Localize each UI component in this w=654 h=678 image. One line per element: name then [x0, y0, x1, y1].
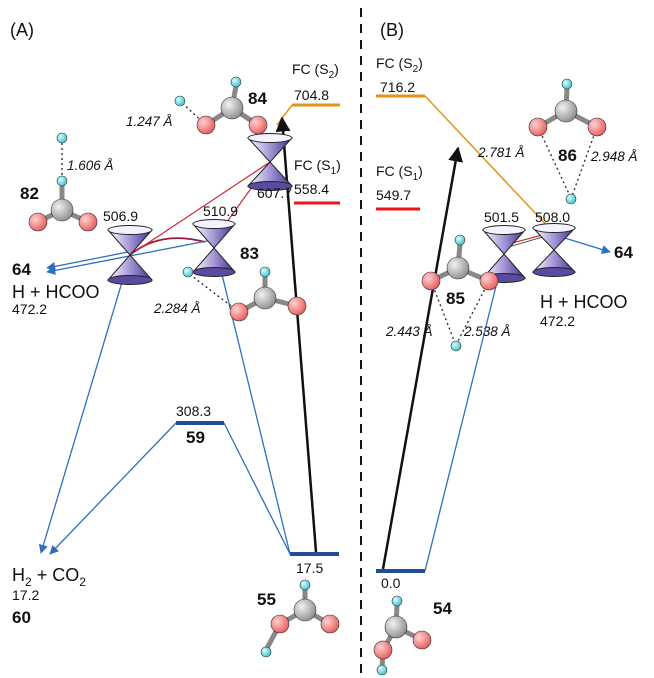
fc-s1-label-b: FC (S1) [376, 163, 423, 183]
ci-83-distance: 2.284 Å [153, 301, 201, 316]
path-ci84-to-82-red [129, 161, 271, 256]
panel-b-tag: (B) [380, 20, 404, 40]
prod-64-id-a: 64 [12, 260, 31, 279]
path-59-to-55 [223, 422, 291, 555]
excitation-arrow-a [275, 116, 318, 553]
molecule-54 [373, 595, 432, 676]
ci-86-id: 86 [558, 146, 577, 165]
ci-85-distance-a: 2.443 Å [385, 324, 433, 339]
path-fc-s2-to-86-orange [424, 95, 554, 233]
ci-cone-84 [246, 133, 294, 191]
molecule-84 [174, 76, 268, 135]
path-82-to-60 [38, 261, 129, 554]
fc-s1-label-a: FC (S1) [294, 157, 341, 177]
ci-84-energy: 607.7 [257, 185, 292, 201]
prod-64-id-b: 64 [614, 243, 633, 262]
min-54-energy: 0.0 [381, 575, 401, 591]
prod-60-id: 60 [12, 608, 31, 627]
prod-64-energy-b: 472.2 [540, 313, 575, 329]
prod-60-energy: 17.2 [12, 587, 39, 603]
molecule-85 [421, 234, 499, 352]
ci-85-distance-b: 2.538 Å [463, 324, 511, 339]
ci-cone-82 [106, 225, 154, 285]
ci-86-distance-a: 2.781 Å [477, 145, 525, 160]
path-fc-s2-to-84-orange [276, 104, 293, 126]
ci-85-energy: 501.5 [484, 209, 519, 225]
path-59-to-60 [49, 422, 177, 555]
ci-83-energy: 510.9 [203, 203, 238, 219]
min-59-energy: 308.3 [176, 403, 211, 419]
prod-64-energy-a: 472.2 [12, 301, 47, 317]
ci-83-id: 83 [240, 244, 259, 263]
panel-a-tag: (A) [10, 20, 34, 40]
ci-86-energy: 508.0 [535, 209, 570, 225]
ci-86-distance-b: 2.948 Å [590, 149, 638, 164]
min-54-id: 54 [433, 599, 452, 618]
min-55-id: 55 [257, 590, 276, 609]
ci-cone-83 [191, 219, 237, 277]
fc-s1-energy-b: 549.7 [376, 187, 411, 203]
fc-s1-energy-a: 558.4 [294, 181, 329, 197]
prod-64-name-a: H + HCOO [12, 282, 100, 302]
prod-64-name-b: H + HCOO [540, 292, 628, 312]
path-54-to-85 [424, 257, 504, 572]
fc-s2-label-a: FC (S2) [292, 61, 339, 81]
ci-82-distance: 1.606 Å [67, 158, 114, 173]
ci-82-energy: 506.9 [103, 208, 138, 224]
ci-82-id: 82 [20, 184, 39, 203]
fc-s2-energy-a: 704.8 [294, 87, 329, 103]
excitation-arrow-b [381, 146, 464, 570]
ci-84-distance: 1.247 Å [126, 114, 173, 129]
prod-60-name: H2 + CO2 [12, 565, 86, 589]
path-83-to-55 [215, 249, 291, 555]
path-82-to-64-a [46, 251, 129, 271]
fc-s2-label-b: FC (S2) [376, 55, 423, 75]
molecule-83 [182, 266, 307, 322]
molecule-86 [528, 78, 607, 205]
ci-cone-86 [531, 223, 577, 277]
molecule-82 [28, 132, 98, 232]
min-59-id: 59 [186, 428, 205, 447]
ci-84-id: 84 [248, 89, 267, 108]
min-55-energy: 17.5 [296, 560, 323, 576]
fc-s2-energy-b: 716.2 [380, 79, 415, 95]
ci-85-id: 85 [446, 289, 465, 308]
molecule-55 [260, 579, 340, 658]
